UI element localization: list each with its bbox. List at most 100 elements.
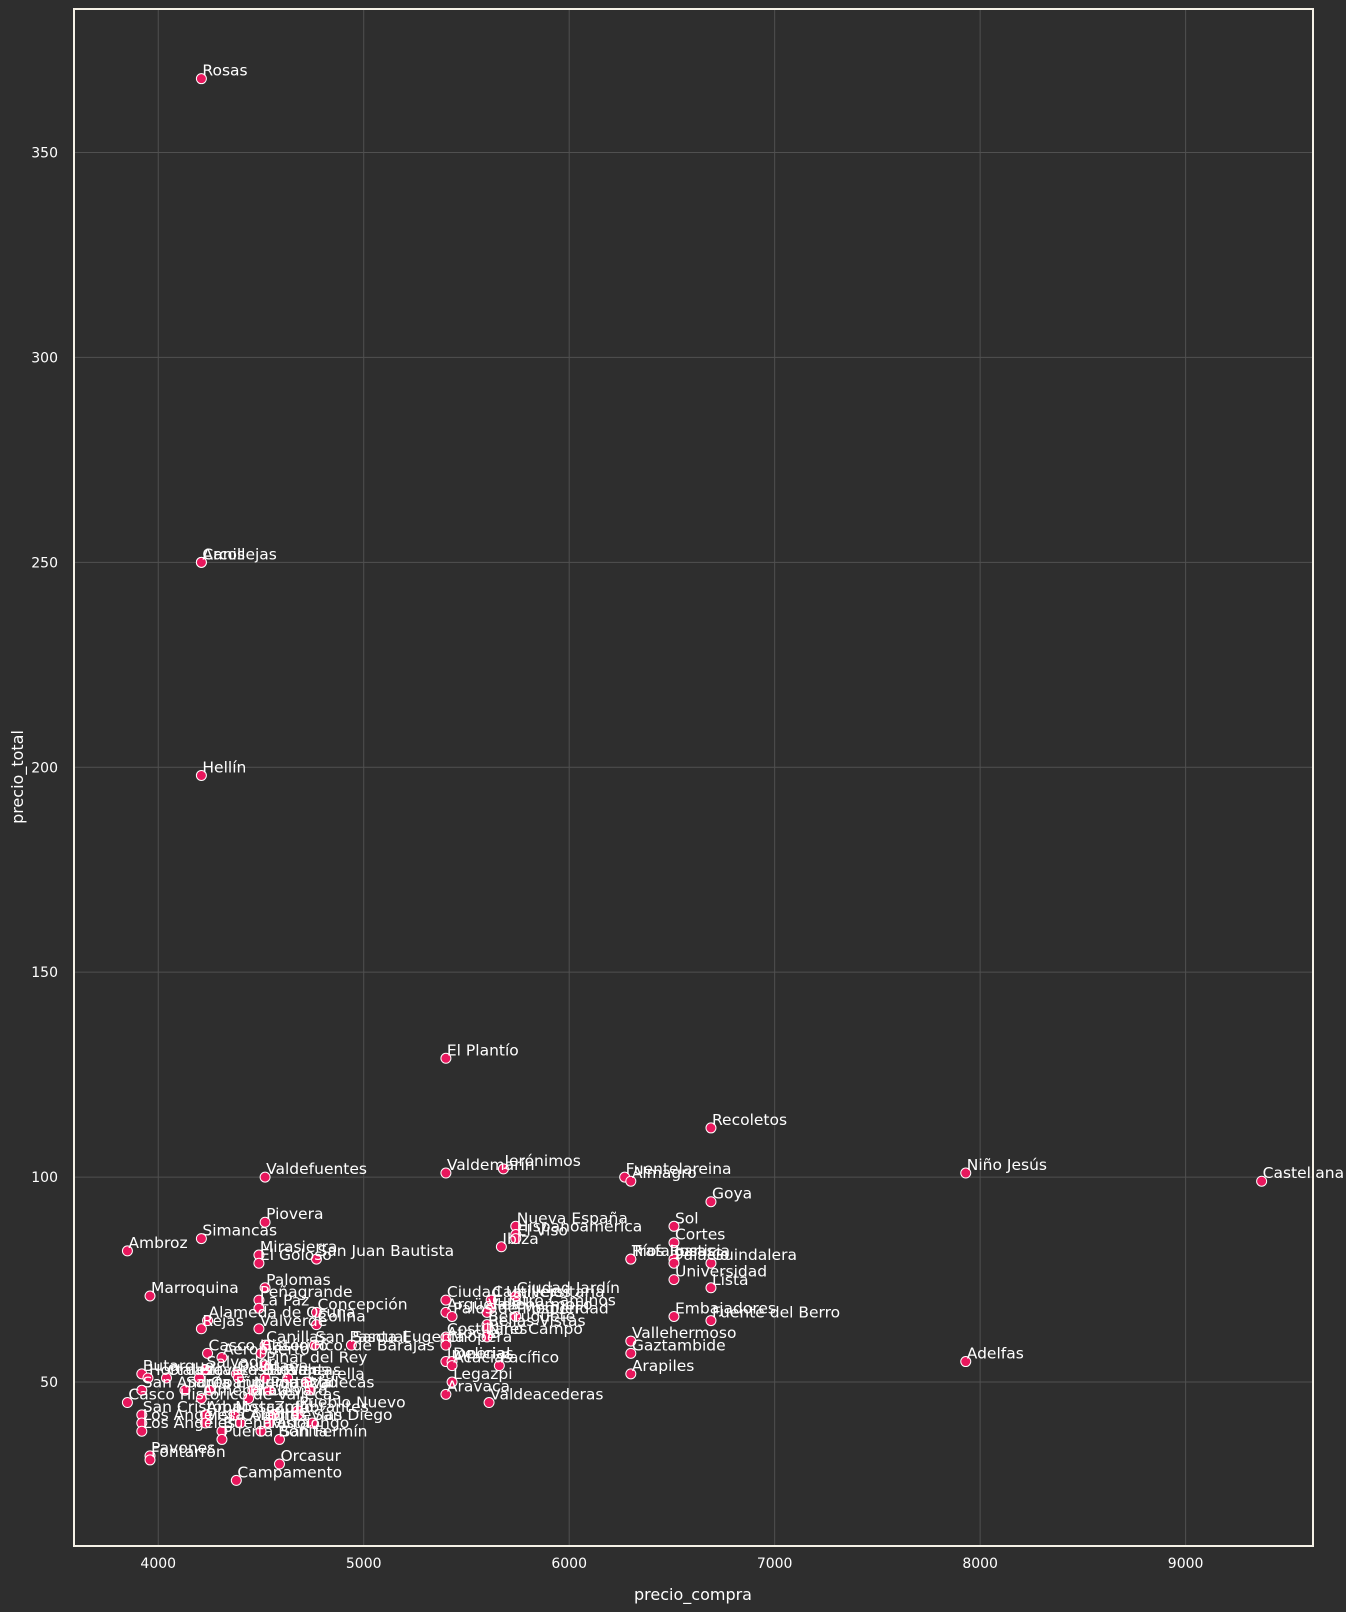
data-point bbox=[625, 1175, 637, 1187]
point-label: Santa Eugenia B bbox=[186, 1373, 314, 1391]
y-tick-label: 250 bbox=[31, 555, 58, 571]
point-label: Valdefuentes bbox=[266, 1160, 367, 1178]
point-label: Castellana bbox=[1263, 1164, 1344, 1182]
point-label: Ambroz bbox=[128, 1234, 187, 1252]
point-label: Berruguete bbox=[488, 1308, 575, 1326]
data-point bbox=[136, 1384, 148, 1396]
point-label: Palomas bbox=[266, 1271, 331, 1289]
point-label: Goya bbox=[712, 1185, 752, 1203]
data-point bbox=[483, 1397, 495, 1409]
point-label: Abrantes bbox=[299, 1398, 369, 1416]
point-label: Vista Alegre bbox=[207, 1406, 300, 1424]
point-label: San Andrés bbox=[143, 1373, 231, 1391]
data-point bbox=[179, 1384, 191, 1396]
point-label: Piovera bbox=[266, 1205, 323, 1223]
data-point bbox=[204, 1384, 216, 1396]
point-label: Canillejas bbox=[202, 545, 276, 563]
data-point bbox=[308, 1339, 320, 1351]
point-label: Alameda de Osuna bbox=[209, 1304, 356, 1322]
point-label: Cuatro Caminos bbox=[492, 1291, 616, 1309]
point-label: Orcasur bbox=[280, 1447, 341, 1465]
point-label: Nueva España bbox=[517, 1209, 628, 1227]
data-point bbox=[195, 769, 207, 781]
point-label: Estrella bbox=[307, 1365, 365, 1383]
point-label: Jerónimos bbox=[503, 1152, 580, 1170]
point-label: Acacias bbox=[453, 1349, 512, 1367]
data-point bbox=[495, 1241, 507, 1253]
point-label: San Pascual bbox=[315, 1328, 407, 1346]
data-point bbox=[195, 556, 207, 568]
data-point bbox=[510, 1290, 522, 1302]
data-point bbox=[668, 1220, 680, 1232]
data-point bbox=[440, 1167, 452, 1179]
data-point bbox=[200, 1364, 212, 1376]
y-tick-label: 100 bbox=[31, 1170, 58, 1186]
point-label: El Plantío bbox=[447, 1041, 519, 1059]
data-point bbox=[705, 1257, 717, 1269]
x-tick-label: 6000 bbox=[551, 1556, 587, 1572]
point-label: Puerta Bonita bbox=[223, 1422, 328, 1440]
point-label: Palos de Moguer bbox=[453, 1299, 581, 1317]
point-label: Justicia bbox=[674, 1242, 730, 1260]
data-point bbox=[202, 1315, 214, 1327]
data-point bbox=[263, 1384, 275, 1396]
point-label: Orcasitas bbox=[167, 1361, 239, 1379]
point-label: Quintana bbox=[237, 1357, 308, 1375]
point-label: Portazgo bbox=[270, 1373, 338, 1391]
data-point bbox=[292, 1409, 304, 1421]
point-label: San Fermín bbox=[280, 1422, 367, 1440]
data-point bbox=[705, 1122, 717, 1134]
point-label: Guindalera bbox=[712, 1246, 797, 1264]
data-point bbox=[310, 1253, 322, 1265]
data-point bbox=[228, 1409, 240, 1421]
point-label: Peñagrande bbox=[260, 1283, 353, 1301]
data-point bbox=[121, 1245, 133, 1257]
point-label: Sol bbox=[675, 1209, 699, 1227]
data-point bbox=[259, 1171, 271, 1183]
point-label: El Viso bbox=[517, 1222, 568, 1240]
data-point bbox=[253, 1257, 265, 1269]
x-axis-label: precio_compra bbox=[634, 1585, 752, 1605]
point-label: Trafalgar bbox=[631, 1242, 701, 1260]
point-label: Entrevías bbox=[270, 1406, 342, 1424]
data-point bbox=[705, 1196, 717, 1208]
data-point bbox=[255, 1425, 267, 1437]
data-points bbox=[121, 73, 1268, 1486]
data-point bbox=[259, 1360, 271, 1372]
data-point bbox=[960, 1356, 972, 1368]
point-label: Valdeacederas bbox=[490, 1386, 603, 1404]
data-point bbox=[510, 1233, 522, 1245]
point-label: Fuente del Berro bbox=[712, 1304, 840, 1322]
point-label: El Goloso bbox=[260, 1246, 332, 1264]
data-point bbox=[481, 1331, 493, 1343]
point-label: Ibiza bbox=[502, 1230, 538, 1248]
point-label: Buenavista bbox=[223, 1414, 309, 1432]
point-label: San Cristóbal bbox=[143, 1398, 246, 1416]
y-tick-label: 50 bbox=[40, 1375, 58, 1391]
point-label: Moscardó bbox=[235, 1398, 309, 1416]
data-point bbox=[668, 1237, 680, 1249]
point-label: Casco Hco. de Barajas bbox=[262, 1336, 435, 1354]
data-point bbox=[195, 1323, 207, 1335]
data-point bbox=[253, 1323, 265, 1335]
point-label: Atocha bbox=[447, 1324, 501, 1342]
data-point bbox=[668, 1274, 680, 1286]
point-label: Costillares bbox=[447, 1320, 528, 1338]
point-label: Los Ángeles bbox=[143, 1405, 236, 1424]
point-label: Prosperidad bbox=[517, 1299, 609, 1317]
point-label: Simancas bbox=[202, 1222, 277, 1240]
point-label: Fuentelareina bbox=[626, 1160, 732, 1178]
point-label: Zofío bbox=[274, 1398, 313, 1416]
y-tick-label: 350 bbox=[31, 145, 58, 161]
data-point bbox=[625, 1253, 637, 1265]
point-label: Pradolongo bbox=[262, 1414, 349, 1432]
tick-labels: 4000 5000 6000 7000 8000 9000 50 100 150 200 250 30… bbox=[31, 145, 1203, 1572]
point-label: Fontarrón bbox=[151, 1443, 226, 1461]
point-label: Santa Eugenia bbox=[352, 1328, 464, 1346]
data-point bbox=[497, 1163, 509, 1175]
x-tick-label: 9000 bbox=[1168, 1556, 1204, 1572]
point-label: Hellín bbox=[202, 758, 246, 776]
point-label: Pueblo Nuevo bbox=[299, 1394, 406, 1412]
